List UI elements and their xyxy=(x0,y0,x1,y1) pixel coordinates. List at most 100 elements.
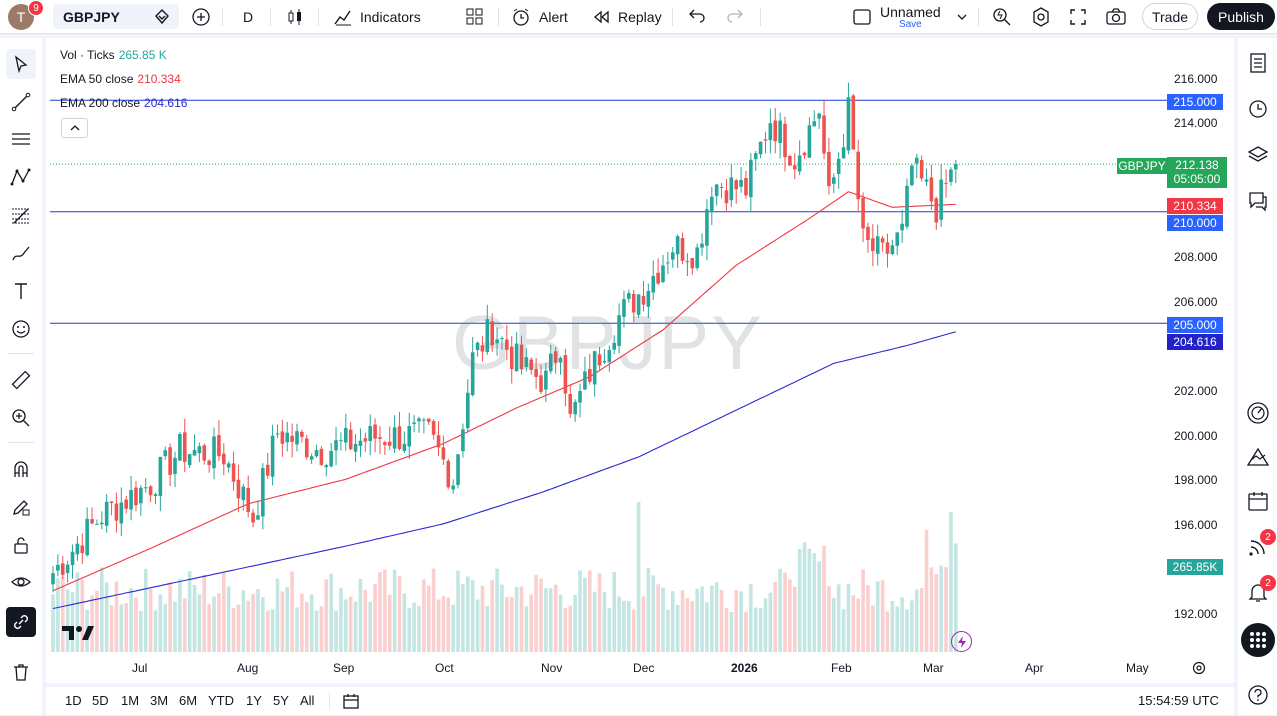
candle-body xyxy=(890,245,895,255)
trend-line-icon[interactable] xyxy=(6,87,36,117)
candle-body xyxy=(617,315,621,346)
lightning-event-icon[interactable] xyxy=(951,631,972,652)
volume-bar xyxy=(480,585,485,652)
alarm-clock-icon[interactable] xyxy=(1244,94,1272,122)
axis-settings-icon[interactable] xyxy=(1191,660,1207,681)
trash-icon[interactable] xyxy=(6,657,36,687)
chart-pane[interactable] xyxy=(46,38,1234,683)
price-tick: 202.000 xyxy=(1174,384,1218,398)
candle-body xyxy=(905,185,909,227)
undo-icon[interactable] xyxy=(688,0,706,34)
candle-body xyxy=(802,152,807,156)
candle-body xyxy=(100,522,104,525)
timeframe-3m[interactable]: 3M xyxy=(150,693,169,708)
horizontal-lines-icon[interactable] xyxy=(6,124,36,154)
symbol-quick-icon[interactable] xyxy=(153,8,171,29)
help-icon[interactable] xyxy=(1244,681,1272,709)
volume-bar xyxy=(914,589,919,652)
chat-icon[interactable] xyxy=(1244,187,1272,215)
candle-body xyxy=(456,454,460,485)
candles-icon[interactable] xyxy=(285,0,305,34)
settings-gear-icon[interactable] xyxy=(1031,0,1051,34)
signal-broadcast-icon[interactable] xyxy=(1244,532,1272,560)
price-tick: 200.000 xyxy=(1174,429,1218,443)
timeframe-5d[interactable]: 5D xyxy=(92,693,109,708)
layout-name-button[interactable]: Unnamed Save xyxy=(880,0,941,34)
compare-symbol-icon[interactable] xyxy=(191,0,211,34)
speedometer-icon[interactable] xyxy=(1244,399,1272,427)
redo-icon[interactable] xyxy=(726,0,744,34)
volume-bar xyxy=(70,592,75,652)
fib-retracement-icon[interactable] xyxy=(6,200,36,230)
candle-body xyxy=(139,487,143,504)
volume-bar xyxy=(270,609,275,652)
interval-button[interactable]: D xyxy=(243,0,253,34)
candle-body xyxy=(217,435,221,457)
utc-clock[interactable]: 15:54:59 UTC xyxy=(1138,693,1219,708)
watchlist-icon[interactable] xyxy=(1244,49,1272,77)
calendar-icon[interactable] xyxy=(1244,487,1272,515)
timeframe-1d[interactable]: 1D xyxy=(65,693,82,708)
candle-body xyxy=(954,164,958,170)
emoji-icon[interactable] xyxy=(6,314,36,344)
timeframe-1m[interactable]: 1M xyxy=(121,693,140,708)
alert-button[interactable]: Alert xyxy=(511,0,568,34)
candle-body xyxy=(861,197,865,229)
candle-body xyxy=(612,342,616,350)
text-tool-icon[interactable] xyxy=(6,276,36,306)
volume-bar xyxy=(807,548,812,652)
legend-ema50[interactable]: EMA 50 close 210.334 xyxy=(60,72,181,86)
camera-snapshot-icon[interactable] xyxy=(1105,0,1127,34)
indicators-button[interactable]: Indicators xyxy=(333,0,421,34)
candle-body xyxy=(265,464,270,476)
candle-body xyxy=(436,435,441,448)
eye-icon[interactable] xyxy=(6,567,36,597)
volume-axis-label: 265.85K xyxy=(1167,559,1223,575)
volume-bar xyxy=(836,584,841,652)
publish-button[interactable]: Publish xyxy=(1207,3,1275,30)
zoom-in-icon[interactable] xyxy=(6,403,36,433)
layout-checkbox-icon[interactable] xyxy=(852,0,872,34)
link-sync-icon[interactable] xyxy=(6,607,36,637)
brush-icon[interactable] xyxy=(6,238,36,268)
timeframe-6m[interactable]: 6M xyxy=(179,693,198,708)
trade-button[interactable]: Trade xyxy=(1142,3,1198,30)
candle-body xyxy=(65,564,70,574)
candle-body xyxy=(397,426,402,450)
lock-icon[interactable] xyxy=(6,530,36,560)
layouts-grid-icon[interactable] xyxy=(465,0,485,34)
volume-bar xyxy=(539,578,543,652)
timeframe-all[interactable]: All xyxy=(300,693,315,708)
volume-bar xyxy=(353,601,358,652)
calendar-range-icon[interactable] xyxy=(341,691,361,716)
trend-ideas-icon[interactable] xyxy=(1244,443,1272,471)
timeframe-1y[interactable]: 1Y xyxy=(246,693,262,708)
pencil-lock-icon[interactable] xyxy=(6,492,36,522)
timeframe-5y[interactable]: 5Y xyxy=(273,693,289,708)
timeframe-ytd[interactable]: YTD xyxy=(208,693,234,708)
chevron-down-icon[interactable] xyxy=(956,0,968,34)
candle-body xyxy=(300,431,304,437)
candle-body xyxy=(109,501,114,504)
legend-ema200[interactable]: EMA 200 close 204.616 xyxy=(60,96,187,110)
candle-body xyxy=(60,563,65,575)
volume-bar xyxy=(285,587,290,652)
ema50-value: 210.334 xyxy=(137,72,181,86)
candle-body xyxy=(812,121,817,127)
quick-search-icon[interactable] xyxy=(992,0,1012,34)
tradingview-logo-icon[interactable] xyxy=(62,624,94,647)
collapse-legend-button[interactable] xyxy=(61,118,88,138)
symbol-search-button[interactable]: GBPJPY xyxy=(53,4,179,29)
pattern-icon[interactable] xyxy=(6,162,36,192)
cursor-icon[interactable] xyxy=(6,49,36,79)
fullscreen-icon[interactable] xyxy=(1069,0,1087,34)
apps-grid-icon[interactable] xyxy=(1241,623,1275,657)
layers-icon[interactable] xyxy=(1244,141,1272,169)
legend-volume[interactable]: Vol · Ticks 265.85 K xyxy=(60,48,167,62)
candle-body xyxy=(182,432,187,462)
ruler-icon[interactable] xyxy=(6,365,36,395)
volume-bar xyxy=(929,567,934,652)
magnet-icon[interactable] xyxy=(6,454,36,484)
candle-body xyxy=(192,449,197,456)
replay-button[interactable]: Replay xyxy=(592,0,662,34)
